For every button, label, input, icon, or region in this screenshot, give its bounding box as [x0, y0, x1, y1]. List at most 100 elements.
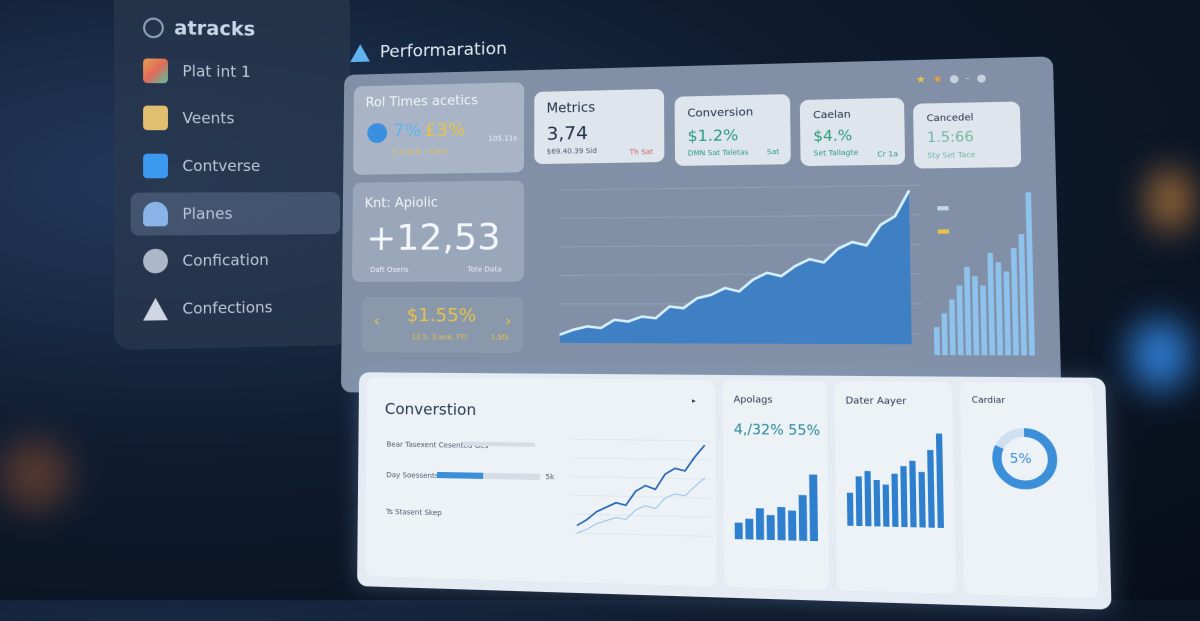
kpi-card[interactable]: Knt: Apiolic +12,53 Daft Osens Tote Data	[352, 180, 524, 282]
search-icon	[143, 17, 164, 38]
roi-value-blue: 7%	[393, 120, 422, 141]
donut-label: 5%	[1009, 451, 1031, 467]
data-point	[559, 334, 561, 336]
roi-sub: 5.1 lw 8. / Cons	[393, 148, 447, 157]
bar	[864, 471, 871, 526]
bar	[934, 327, 940, 355]
conversion-side: Sat	[767, 148, 780, 156]
minimize-icon[interactable]: -	[966, 73, 970, 85]
warning-icon	[350, 44, 370, 62]
page-title-text: Performaration	[380, 39, 507, 62]
top-board: Rol Times acetics 7% £3% 5.1 lw 8. / Con…	[341, 56, 1061, 399]
settings-icon[interactable]: ●	[949, 73, 959, 85]
kpi-left-label: Daft Osens	[370, 266, 409, 274]
gridline	[560, 215, 921, 219]
cancedel-card[interactable]: Cancedel 1.5:66 Sty Set Tace	[913, 101, 1021, 168]
gridline	[560, 185, 920, 190]
background-glow	[1130, 320, 1190, 390]
gridline	[572, 495, 711, 498]
bar	[745, 519, 753, 540]
data-point	[724, 287, 726, 289]
close-icon[interactable]: ●	[976, 73, 986, 85]
star-icon[interactable]: ★	[916, 74, 926, 86]
bar	[995, 262, 1003, 355]
bar	[964, 267, 971, 355]
sidebar-item-veents[interactable]: Veents	[131, 96, 340, 140]
data-point	[669, 306, 671, 308]
chevron-left-icon[interactable]: ‹	[373, 311, 380, 330]
conversion-card[interactable]: Conversion $1.2% DMN Sat Taletas Sat	[675, 94, 791, 166]
brand-name: atracks	[174, 17, 255, 41]
bar	[972, 276, 979, 355]
sidebar-item-confections[interactable]: Confections	[131, 285, 340, 331]
panel-title: Apolags	[734, 395, 773, 406]
rate-card[interactable]: ‹ $1.55% 12.5. 3.ane. FTI 1.5fs ›	[361, 297, 524, 353]
roi-side: 105.11s	[488, 134, 517, 143]
cardan-side: Cr 1a	[877, 150, 898, 159]
sidebar-item-label: Confication	[182, 251, 268, 270]
sidebar-item-label: Planes	[182, 205, 232, 224]
sidebar-item-contverse[interactable]: Contverse	[131, 144, 340, 187]
bar	[936, 434, 944, 528]
progress-fill	[437, 472, 483, 479]
roi-card[interactable]: Rol Times acetics 7% £3% 5.1 lw 8. / Con…	[353, 82, 524, 175]
card-title: Conversion	[687, 105, 753, 120]
bar	[735, 523, 743, 540]
data-point	[641, 316, 643, 318]
sidebar-item-plat-int[interactable]: Plat int 1	[131, 49, 340, 94]
lower-board: Converstion ▸ Bear Tasexent Cesented Ges…	[357, 372, 1112, 610]
series-line	[577, 476, 705, 537]
chart-icon	[143, 154, 168, 179]
data-point	[682, 307, 684, 309]
row-value: 5k	[545, 473, 554, 481]
row-label: Day Soessents	[386, 471, 438, 480]
dropdown-icon[interactable]: ▸	[692, 397, 696, 405]
bar	[883, 485, 890, 527]
chart-legend	[937, 206, 949, 234]
gridline	[572, 533, 711, 536]
conversion-panel[interactable]: Converstion ▸ Bear Tasexent Cesented Ges…	[365, 377, 716, 586]
progress-track	[437, 472, 540, 480]
apolags-panel[interactable]: Apolags 4,/32% 55%	[723, 380, 830, 590]
cardan-card[interactable]: Caelan $4.% Set Tallagte Cr 1a	[800, 98, 905, 166]
grid-icon	[143, 58, 168, 83]
kpi-right-label: Tote Data	[468, 265, 502, 273]
calendar-icon	[143, 106, 168, 131]
panel-title: Cardiar	[972, 395, 1006, 405]
bar	[980, 285, 987, 355]
bar	[856, 476, 863, 526]
data-point	[696, 297, 698, 299]
data-point	[627, 321, 629, 323]
page-title: Performaration	[350, 39, 507, 63]
metrics-card[interactable]: Metrics 3,74 $69.40.39 Sid Th Sat	[534, 89, 664, 164]
data-point	[710, 294, 712, 296]
bar	[987, 253, 995, 355]
rate-value: $1.55%	[407, 305, 477, 326]
users-icon	[143, 202, 168, 227]
card-title: Metrics	[547, 101, 596, 117]
data-point	[738, 291, 740, 293]
bar	[909, 461, 916, 528]
metrics-sub: $69.40.39 Sid	[547, 147, 597, 156]
chevron-right-icon[interactable]: ›	[505, 311, 512, 330]
legend-swatch-yellow	[938, 229, 949, 233]
bar	[1003, 271, 1011, 355]
legend-swatch-blue	[937, 206, 948, 210]
donut-panel[interactable]: Cardiar 5%	[960, 382, 1098, 598]
bar	[918, 472, 925, 528]
bar	[957, 285, 964, 355]
cancedel-value: 1.5:66	[927, 130, 974, 147]
bar	[777, 507, 785, 540]
bar	[927, 450, 935, 528]
apolags-value: 4,/32% 55%	[734, 422, 820, 439]
sidebar-item-planes[interactable]: Planes	[131, 192, 340, 236]
gridline	[572, 476, 711, 479]
bar	[756, 508, 764, 540]
dater-panel[interactable]: Dater Aayer	[834, 381, 956, 594]
sidebar-item-confication[interactable]: Confication	[131, 238, 340, 283]
bar	[1018, 234, 1026, 355]
star-icon[interactable]: ★	[932, 74, 942, 86]
data-point	[573, 329, 575, 331]
cardan-sub: Set Tallagte	[813, 149, 858, 158]
triangle-icon	[143, 298, 168, 321]
